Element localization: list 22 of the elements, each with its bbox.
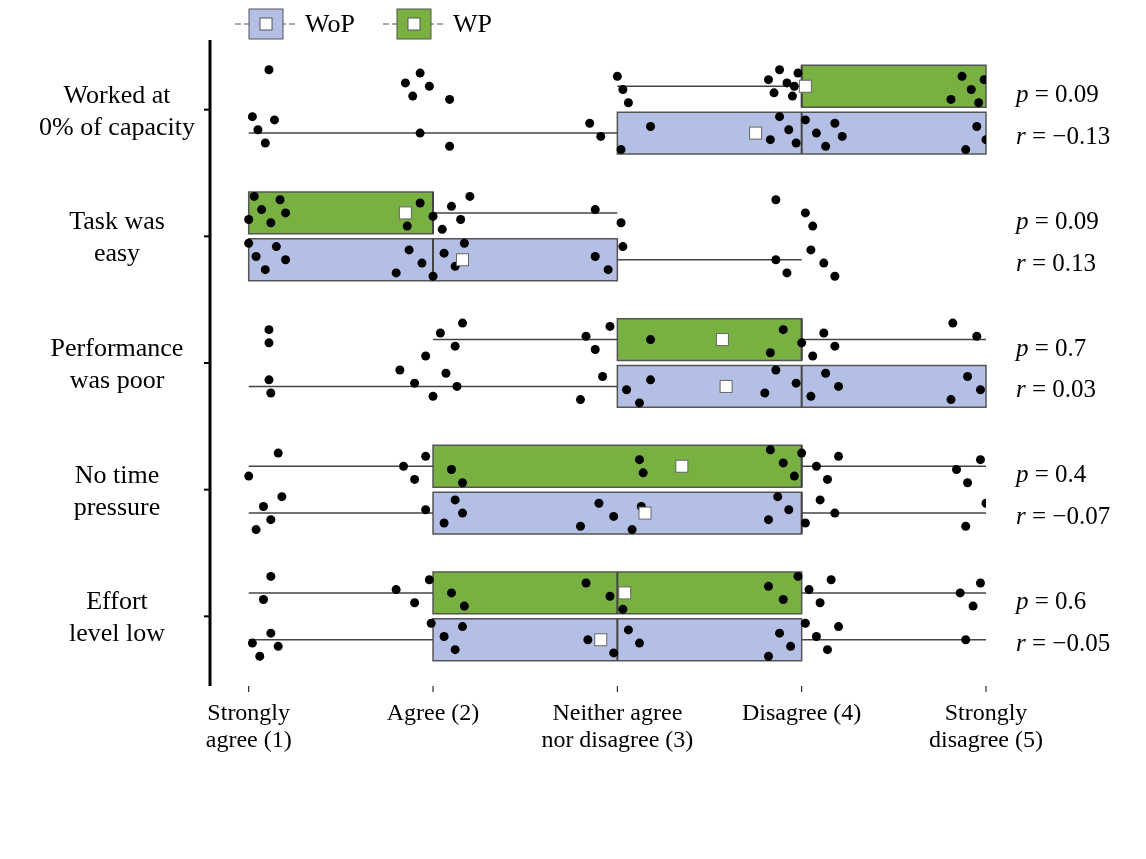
y-tick-label: Performance was poor <box>50 333 184 394</box>
x-tick-label: Neither agree nor disagree (3) <box>541 699 694 752</box>
text: r = −0.07 <box>1016 502 1111 529</box>
x-tick-label: Disagree (4) <box>742 699 862 725</box>
text: p = 0.09 <box>1014 206 1099 234</box>
text: p = 0.4 <box>1014 460 1087 488</box>
legend-label: WoP <box>305 9 355 39</box>
y-tick-label: Effort level low <box>68 586 166 648</box>
text: p = 0.7 <box>1014 333 1087 361</box>
y-tick-label: Worked at 0% of capacity <box>39 79 195 141</box>
y-tick-label: Task was easy <box>69 206 165 268</box>
text: r = 0.13 <box>1016 248 1097 276</box>
text: r = −0.13 <box>1016 122 1111 149</box>
text: r = 0.03 <box>1016 375 1097 403</box>
text: p = 0.6 <box>1014 586 1087 614</box>
text: r = −0.05 <box>1016 628 1111 656</box>
x-tick-label: Agree (2) <box>386 699 480 725</box>
text: p = 0.09 <box>1014 80 1099 108</box>
y-tick-label: No time pressure <box>73 459 161 521</box>
x-tick-label: Strongly disagree (5) <box>929 699 1043 752</box>
legend-label: WP <box>452 9 492 39</box>
x-tick-label: Strongly agree (1) <box>205 699 292 752</box>
